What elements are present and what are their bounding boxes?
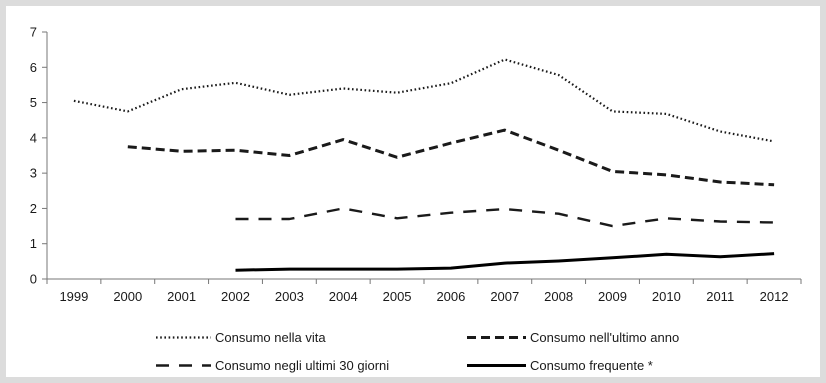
line-chart: 0 1 2 3 4 5 6 7 1999 2000 2001 2002 2003 2004 2005 200… [30,25,802,373]
x-tick-label: 2001 [167,289,196,304]
legend-label-3: Consumo negli ultimi 30 giorni [215,358,389,373]
y-tick-label: 0 [30,272,37,287]
y-tick-label: 1 [30,236,37,251]
legend-label-1: Consumo nella vita [215,330,326,345]
x-tick-label: 2011 [706,289,734,304]
chart-axes [46,32,801,280]
series-line-1 [73,58,775,143]
series-line-3 [235,207,775,228]
chart-frame: 0 1 2 3 4 5 6 7 1999 2000 2001 2002 2003 2004 2005 200… [6,6,820,377]
x-tick-label: 2006 [436,289,465,304]
y-tick-label: 2 [30,201,37,216]
y-tick-label: 3 [30,166,37,181]
x-tick-label: 2003 [275,289,304,304]
x-tick-label: 1999 [59,289,88,304]
x-tick-label: 2000 [113,289,142,304]
y-tick-label: 6 [30,60,37,75]
chart-legend: Consumo nella vita Consumo nell'ultimo an… [156,330,679,373]
x-tick-label: 2004 [329,289,358,304]
series-line-4 [235,252,775,272]
x-tick-label: 2012 [760,289,789,304]
x-tick-label: 2007 [490,289,519,304]
chart-series [73,58,775,272]
x-axis-ticks: 1999 2000 2001 2002 2003 2004 2005 2006 2007 2008… [46,279,802,304]
series-line-2 [127,128,775,187]
x-tick-label: 2002 [221,289,250,304]
y-tick-label: 7 [30,25,37,40]
x-tick-label: 2009 [598,289,627,304]
x-tick-label: 2005 [383,289,412,304]
y-tick-label: 4 [30,130,37,145]
legend-label-4: Consumo frequente * [530,358,653,373]
legend-label-2: Consumo nell'ultimo anno [530,330,679,345]
x-tick-label: 2010 [652,289,681,304]
y-tick-label: 5 [30,95,37,110]
x-tick-label: 2008 [544,289,573,304]
y-axis-ticks: 0 1 2 3 4 5 6 7 [30,25,47,287]
